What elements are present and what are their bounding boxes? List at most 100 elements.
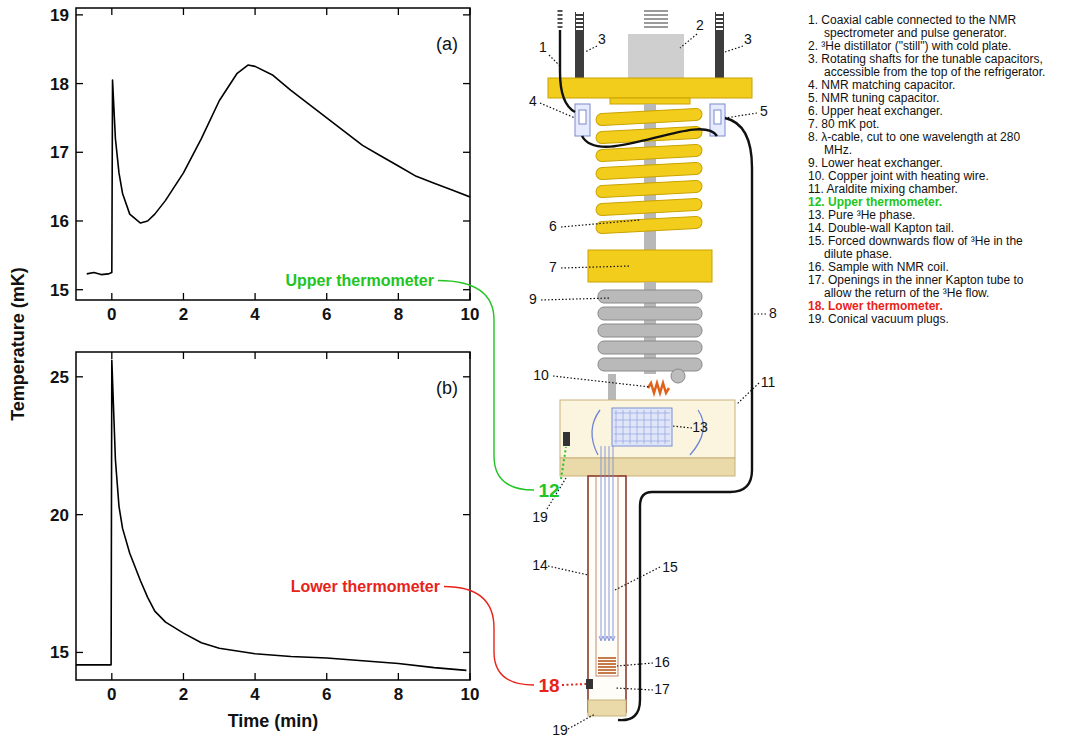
leader-line — [561, 266, 630, 268]
pot — [588, 250, 712, 282]
y-tick-label: 25 — [50, 368, 69, 387]
x-tick — [111, 673, 112, 680]
pure-he3-phase — [612, 408, 672, 446]
parts-list-item: 6. Upper heat exchanger. — [808, 105, 1046, 118]
y-axis-title: Temperature (mK) — [8, 267, 28, 421]
x-tick — [111, 8, 112, 15]
lower-heat-exchanger-coil — [598, 341, 702, 354]
x-tick-label: 8 — [394, 305, 403, 324]
y-tick-label: 19 — [50, 6, 69, 25]
x-tick-label: 10 — [461, 305, 480, 324]
x-tick-label: 10 — [461, 685, 480, 704]
parts-list-item: 5. NMR tuning capacitor. — [808, 92, 1046, 105]
y-tick — [463, 376, 470, 377]
callout-number: 3 — [598, 31, 606, 47]
phase-pattern — [614, 427, 670, 428]
x-tick — [326, 293, 327, 300]
callout-number: 12 — [538, 480, 559, 501]
callout-number: 8 — [769, 305, 777, 321]
upper-thermometer — [563, 432, 570, 446]
x-tick — [254, 673, 255, 680]
y-tick-label: 15 — [50, 643, 69, 662]
y-tick — [463, 652, 470, 653]
x-tick — [183, 293, 184, 300]
parts-list-item: 8. λ-cable, cut to one wavelength at 280… — [808, 131, 1046, 157]
x-tick — [183, 673, 184, 680]
panel-label: (a) — [436, 34, 458, 54]
x-tick — [326, 8, 327, 15]
parts-list-item: 2. ³He distillator ("still") with cold p… — [808, 40, 1046, 53]
capacitor-core — [579, 110, 586, 124]
leader-line — [561, 447, 566, 479]
leader-line — [549, 55, 560, 66]
flow-line — [601, 446, 602, 640]
y-tick-label: 17 — [50, 143, 69, 162]
parts-list-item: 19. Conical vacuum plugs. — [808, 313, 1046, 326]
parts-list-item: 10. Copper joint with heating wire. — [808, 170, 1046, 183]
leader-line — [568, 714, 595, 729]
phase-pattern — [614, 413, 670, 414]
callout-number: 3 — [744, 31, 752, 47]
vacuum-plug — [588, 700, 626, 716]
panel-label: (b) — [436, 378, 458, 398]
parts-list-item: 1. Coaxial cable connected to the NMR sp… — [808, 14, 1046, 40]
x-tick — [183, 352, 184, 359]
still-rib — [644, 26, 668, 28]
leader-line — [737, 383, 759, 404]
x-tick — [469, 8, 470, 15]
leader-line — [672, 426, 692, 428]
x-tick — [398, 8, 399, 15]
callout-number: 19 — [552, 722, 568, 738]
parts-list-item: 7. 80 mK pot. — [808, 118, 1046, 131]
y-tick-label: 15 — [50, 281, 69, 300]
tube — [608, 374, 616, 402]
upper-heat-exchanger-coil — [596, 126, 702, 144]
capacitor-core — [714, 110, 721, 124]
shaft-top — [716, 8, 723, 30]
y-tick — [76, 83, 83, 84]
nmr-coil — [598, 663, 616, 665]
x-tick-label: 6 — [322, 685, 331, 704]
y-tick — [463, 83, 470, 84]
thermometer-label: Upper thermometer — [286, 272, 434, 289]
callout-number: 18 — [538, 675, 559, 696]
plot-frame — [76, 8, 470, 300]
y-tick — [76, 152, 83, 153]
x-tick — [398, 352, 399, 359]
upper-heat-exchanger-coil — [596, 108, 702, 126]
x-tick — [183, 8, 184, 15]
still-rib — [644, 10, 668, 12]
plot-frame — [76, 352, 470, 680]
phase-pattern — [614, 434, 670, 435]
x-tick-label: 4 — [250, 685, 260, 704]
nmr-coil — [598, 669, 616, 671]
callout-number: 1 — [539, 39, 547, 55]
data-line — [76, 360, 466, 670]
parts-list-item: 18. Lower thermometer. — [808, 300, 1046, 313]
x-tick-label: 0 — [107, 685, 116, 704]
callout-number: 11 — [761, 374, 776, 390]
phase-pattern — [614, 420, 670, 421]
parts-list-item: 17. Openings in the inner Kapton tube to… — [808, 274, 1046, 300]
flow-line — [609, 446, 610, 640]
lambda-cable — [560, 30, 752, 720]
callout-number: 16 — [654, 654, 670, 670]
leader-line — [615, 688, 653, 690]
x-tick — [469, 293, 470, 300]
leader-line — [680, 34, 697, 48]
y-tick — [463, 14, 470, 15]
leader-line — [562, 684, 586, 685]
y-tick — [463, 514, 470, 515]
shaft-top — [576, 8, 583, 30]
x-tick — [254, 352, 255, 359]
plot-marks — [87, 65, 470, 275]
x-tick-label: 6 — [322, 305, 331, 324]
flow-arrowhead — [599, 636, 603, 641]
flow-line — [613, 446, 614, 640]
y-tick — [76, 14, 83, 15]
x-tick-label: 2 — [179, 305, 188, 324]
y-tick — [76, 376, 83, 377]
callout-number: 10 — [533, 367, 549, 383]
x-tick — [469, 673, 470, 680]
y-tick — [76, 652, 83, 653]
